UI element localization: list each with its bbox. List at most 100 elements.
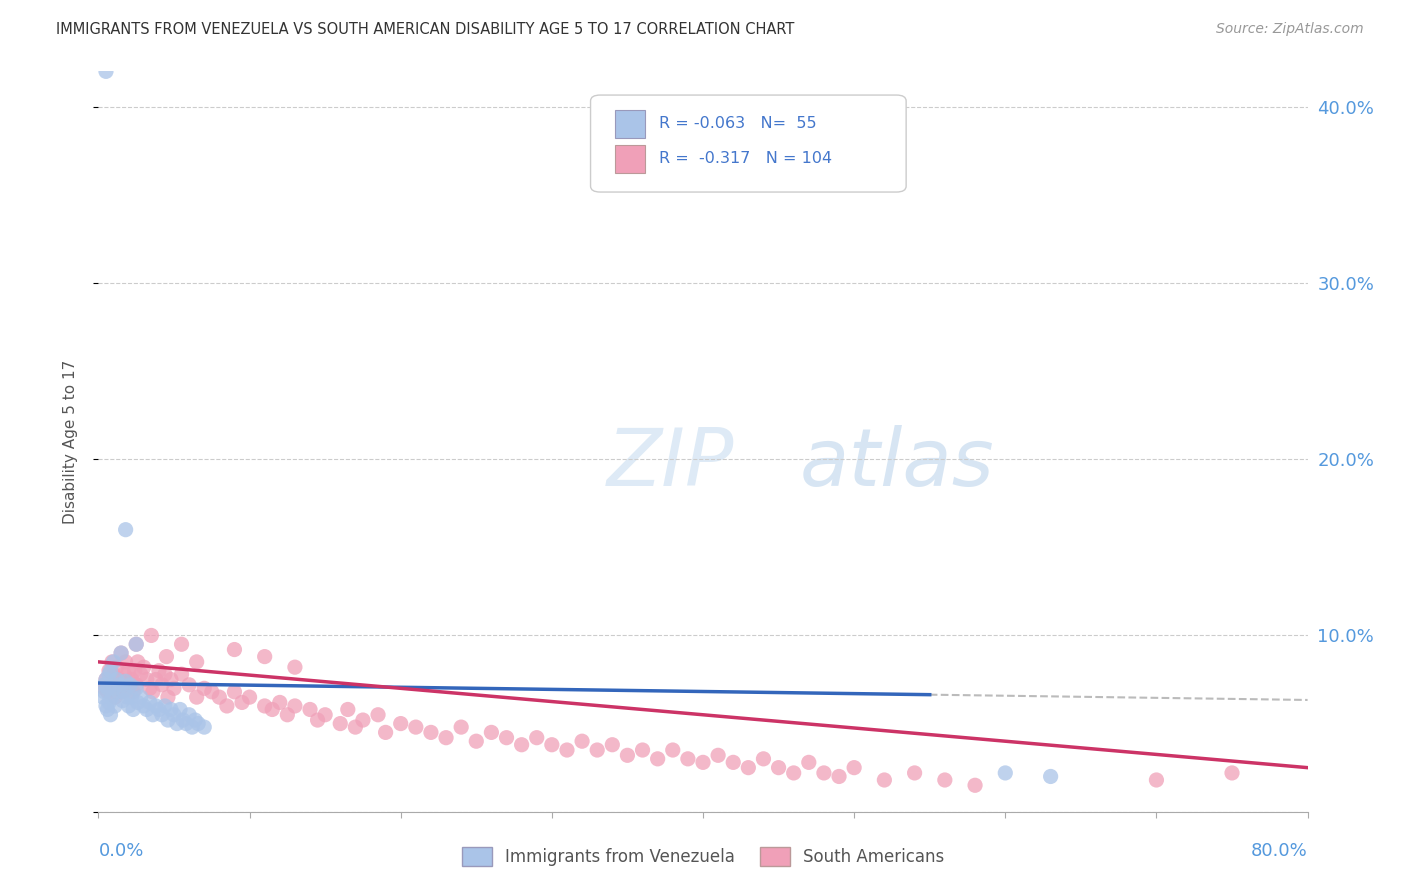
- Point: [707, 748, 730, 763]
- Point: [253, 698, 276, 713]
- Point: [125, 637, 148, 651]
- Text: IMMIGRANTS FROM VENEZUELA VS SOUTH AMERICAN DISABILITY AGE 5 TO 17 CORRELATION C: IMMIGRANTS FROM VENEZUELA VS SOUTH AMERI…: [56, 22, 794, 37]
- Point: [150, 678, 173, 692]
- Point: [93, 685, 115, 699]
- Point: [465, 734, 488, 748]
- Point: [91, 690, 114, 705]
- Point: [510, 738, 533, 752]
- Point: [100, 707, 122, 722]
- Point: [139, 695, 162, 709]
- Point: [239, 690, 262, 705]
- Point: [174, 716, 197, 731]
- Point: [1220, 766, 1243, 780]
- Point: [631, 743, 654, 757]
- Point: [150, 707, 173, 722]
- Text: 80.0%: 80.0%: [1251, 842, 1308, 860]
- Point: [586, 743, 609, 757]
- Point: [647, 752, 669, 766]
- Point: [616, 748, 638, 763]
- Point: [262, 702, 284, 716]
- Point: [904, 766, 927, 780]
- Point: [153, 667, 176, 681]
- Point: [98, 667, 121, 681]
- Point: [108, 673, 131, 687]
- Y-axis label: Disability Age 5 to 17: Disability Age 5 to 17: [63, 359, 77, 524]
- Point: [481, 725, 503, 739]
- Point: [170, 667, 193, 681]
- Point: [172, 713, 194, 727]
- Point: [526, 731, 548, 745]
- Point: [367, 707, 389, 722]
- Point: [155, 649, 177, 664]
- Point: [156, 713, 179, 727]
- Point: [96, 681, 118, 696]
- Point: [132, 660, 155, 674]
- Point: [125, 681, 148, 696]
- Point: [269, 695, 291, 709]
- Point: [179, 707, 201, 722]
- Point: [122, 685, 145, 699]
- Point: [121, 690, 143, 705]
- Point: [828, 769, 851, 783]
- Point: [145, 673, 167, 687]
- Point: [602, 738, 624, 752]
- Point: [783, 766, 806, 780]
- Point: [307, 713, 329, 727]
- Point: [160, 673, 183, 687]
- Point: [540, 738, 562, 752]
- Point: [135, 673, 157, 687]
- Point: [103, 681, 125, 696]
- Point: [127, 695, 149, 709]
- Point: [934, 772, 956, 787]
- Point: [495, 731, 517, 745]
- Point: [129, 690, 152, 705]
- FancyBboxPatch shape: [591, 95, 905, 192]
- Point: [108, 678, 131, 692]
- FancyBboxPatch shape: [614, 110, 645, 138]
- Point: [118, 698, 141, 713]
- Point: [141, 628, 163, 642]
- Point: [115, 690, 138, 705]
- Point: [434, 731, 457, 745]
- Point: [420, 725, 443, 739]
- Point: [120, 678, 142, 692]
- Point: [127, 655, 149, 669]
- Point: [873, 772, 896, 787]
- Point: [148, 664, 170, 678]
- Point: [104, 698, 127, 713]
- Point: [105, 673, 128, 687]
- Text: R =  -0.317   N = 104: R = -0.317 N = 104: [659, 152, 832, 166]
- Point: [231, 695, 253, 709]
- Point: [124, 664, 146, 678]
- Text: ZIP: ZIP: [606, 425, 734, 503]
- Point: [118, 664, 141, 678]
- Point: [142, 685, 165, 699]
- Point: [352, 713, 374, 727]
- Point: [104, 690, 127, 705]
- Point: [107, 681, 129, 696]
- Point: [111, 685, 134, 699]
- Point: [170, 637, 193, 651]
- Point: [107, 685, 129, 699]
- Point: [661, 743, 683, 757]
- Point: [98, 664, 121, 678]
- Legend: Immigrants from Venezuela, South Americans: Immigrants from Venezuela, South America…: [453, 838, 953, 875]
- Point: [169, 702, 191, 716]
- Point: [179, 678, 201, 692]
- Point: [153, 698, 176, 713]
- Point: [93, 681, 115, 696]
- Point: [768, 761, 790, 775]
- Point: [389, 716, 412, 731]
- Point: [284, 660, 307, 674]
- Point: [114, 674, 136, 689]
- Point: [336, 702, 359, 716]
- Point: [94, 673, 117, 687]
- Point: [103, 655, 125, 669]
- Text: R = -0.063   N=  55: R = -0.063 N= 55: [659, 117, 817, 131]
- Point: [201, 685, 224, 699]
- Point: [96, 702, 118, 716]
- Point: [122, 702, 145, 716]
- Point: [103, 667, 125, 681]
- Point: [797, 756, 820, 770]
- Point: [94, 698, 117, 713]
